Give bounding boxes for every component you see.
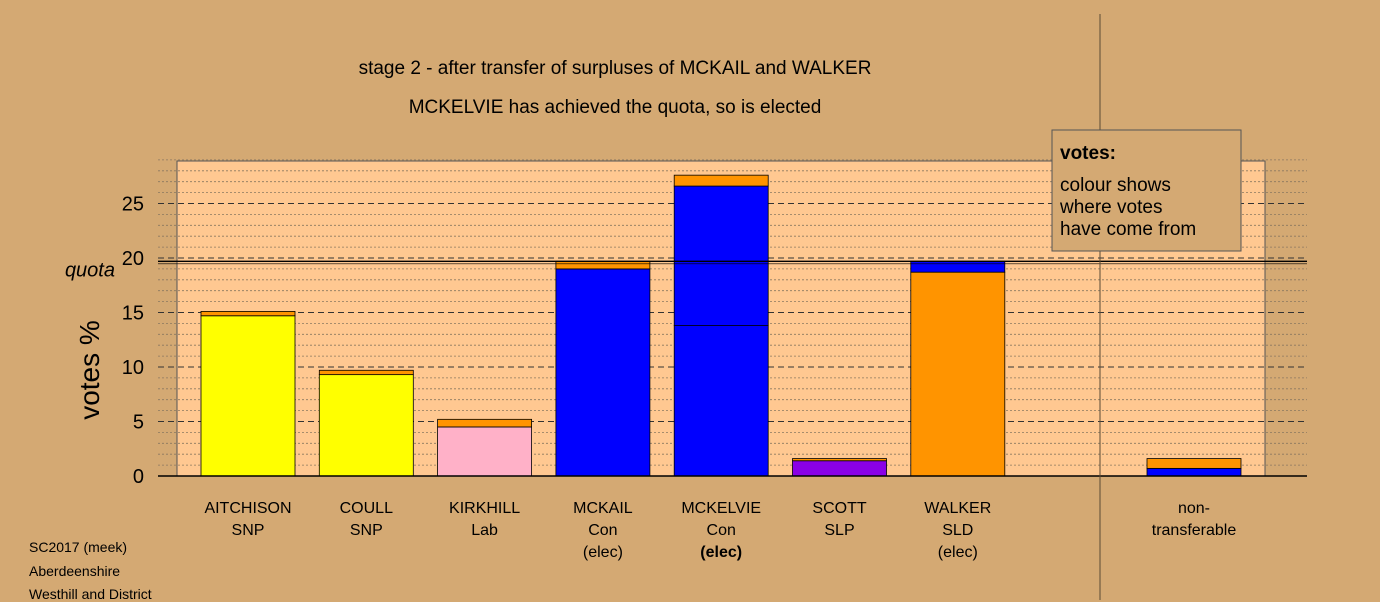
- y-tick-label: 20: [122, 248, 144, 270]
- y-tick-label: 0: [133, 466, 144, 488]
- x-tick-label: Con: [707, 522, 736, 539]
- legend: votes: colour shows where votes have com…: [1051, 129, 1242, 252]
- legend-line: have come from: [1060, 219, 1196, 240]
- y-tick-label: 10: [122, 357, 144, 379]
- bar-segment: [200, 315, 296, 477]
- bars: [200, 174, 1242, 477]
- bar-segment: [437, 426, 533, 477]
- x-tick-label: (elec): [700, 544, 742, 561]
- legend-line: where votes: [1059, 197, 1162, 218]
- bar-segment: [673, 174, 769, 187]
- x-tick-label: Lab: [471, 522, 498, 539]
- legend-title: votes:: [1060, 143, 1116, 164]
- bar-segment: [318, 374, 414, 477]
- x-tick-label: SLD: [942, 522, 973, 539]
- bar-segment: [910, 271, 1006, 477]
- x-tick-label: COULL: [340, 500, 393, 517]
- x-tick-label: AITCHISON: [204, 500, 291, 517]
- x-tick-label: KIRKHILL: [449, 500, 520, 517]
- bar-segment: [1146, 458, 1242, 469]
- footer-source: SC2017 (meek): [29, 539, 128, 555]
- y-axis: 0 5 10 15 20 25 quota: [65, 194, 1307, 488]
- x-tick-label: SCOTT: [812, 500, 866, 517]
- x-tick-label: SNP: [350, 522, 383, 539]
- x-tick-label: transferable: [1152, 522, 1237, 539]
- bar-segment: [318, 369, 414, 376]
- x-tick-label: MCKAIL: [573, 500, 633, 517]
- bar-segment: [437, 418, 533, 428]
- bar-segment: [792, 458, 887, 462]
- chart-title: stage 2 - after transfer of surpluses of…: [359, 58, 872, 79]
- x-tick-label: MCKELVIE: [681, 500, 761, 517]
- x-tick-label: (elec): [583, 544, 623, 561]
- x-axis-labels: AITCHISON SNP COULL SNP KIRKHILL Lab MCKAIL Con…: [204, 500, 1236, 561]
- y-tick-label: 25: [122, 194, 144, 216]
- bar-segment: [673, 325, 769, 477]
- chart-subtitle: MCKELVIE has achieved the quota, so is e…: [409, 97, 822, 118]
- footer-ward: Westhill and District: [29, 586, 152, 602]
- bar-segment: [673, 185, 769, 326]
- x-tick-label: Con: [588, 522, 617, 539]
- bar-segment: [910, 260, 1006, 273]
- legend-line: colour shows: [1060, 175, 1171, 196]
- bar-segment: [555, 260, 651, 270]
- bar-segment: [555, 268, 651, 477]
- bar-segment: [200, 311, 296, 317]
- x-tick-label: WALKER: [924, 500, 991, 517]
- x-tick-label: SNP: [232, 522, 265, 539]
- bar-segment: [1146, 467, 1242, 477]
- x-tick-label: SLP: [824, 522, 854, 539]
- bar-segment: [792, 460, 887, 477]
- x-tick-label: (elec): [938, 544, 978, 561]
- quota-label: quota: [65, 259, 115, 281]
- y-tick-label: 5: [133, 412, 144, 434]
- x-tick-label: non-: [1178, 500, 1210, 517]
- y-axis-label: votes %: [74, 320, 105, 420]
- y-tick-label: 15: [122, 303, 144, 325]
- footer-council: Aberdeenshire: [29, 563, 121, 579]
- legend-box: [1051, 129, 1242, 252]
